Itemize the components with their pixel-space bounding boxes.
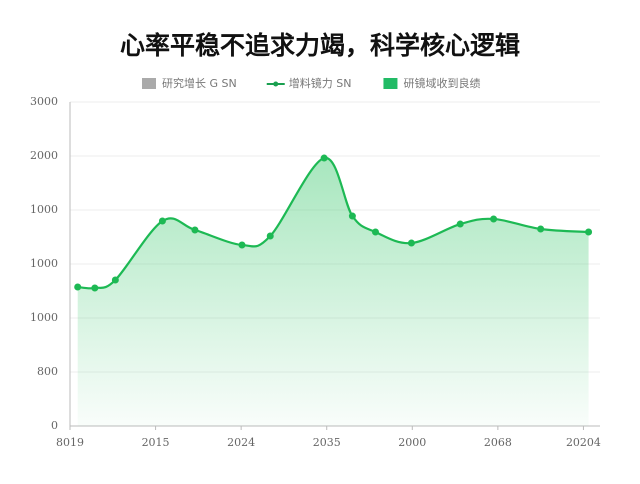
y-tick-label: 1000 — [30, 311, 58, 324]
point — [320, 154, 328, 162]
point — [537, 225, 545, 233]
y-tick-label: 3000 — [30, 95, 58, 108]
y-tick-label: 800 — [37, 365, 58, 378]
point — [456, 220, 464, 228]
chart-title: 心率平稳不追求力竭，科学核心逻辑 — [120, 31, 520, 60]
point — [348, 212, 356, 220]
point — [407, 239, 415, 247]
point — [158, 217, 166, 225]
x-tick-label: 2068 — [484, 436, 512, 449]
area — [77, 157, 589, 426]
point — [490, 215, 498, 223]
legend-swatch — [383, 78, 398, 89]
x-tick-label: 8019 — [56, 436, 84, 449]
legend-swatch — [142, 78, 156, 89]
x-tick-label: 20204 — [566, 436, 601, 449]
point — [91, 284, 99, 292]
point — [371, 228, 379, 236]
point — [266, 232, 274, 240]
point — [111, 276, 119, 284]
y-tick-label: 2000 — [30, 149, 58, 162]
point — [74, 283, 82, 291]
y-tick-label: 0 — [51, 419, 58, 432]
legend-swatch — [273, 81, 279, 87]
x-tick-label: 2000 — [398, 436, 426, 449]
point — [238, 241, 246, 249]
point — [585, 228, 593, 236]
y-tick-label: 1000 — [30, 203, 58, 216]
legend-label: 增料镜力 SN — [289, 76, 352, 90]
legend-label: 研究增长 G SN — [162, 76, 237, 90]
x-tick-label: 2035 — [313, 436, 341, 449]
x-tick-label: 2015 — [142, 436, 170, 449]
legend-label: 研镜域收到良绩 — [403, 76, 480, 90]
point — [191, 226, 199, 234]
y-tick-label: 1000 — [30, 257, 58, 270]
x-tick-label: 2024 — [227, 436, 255, 449]
